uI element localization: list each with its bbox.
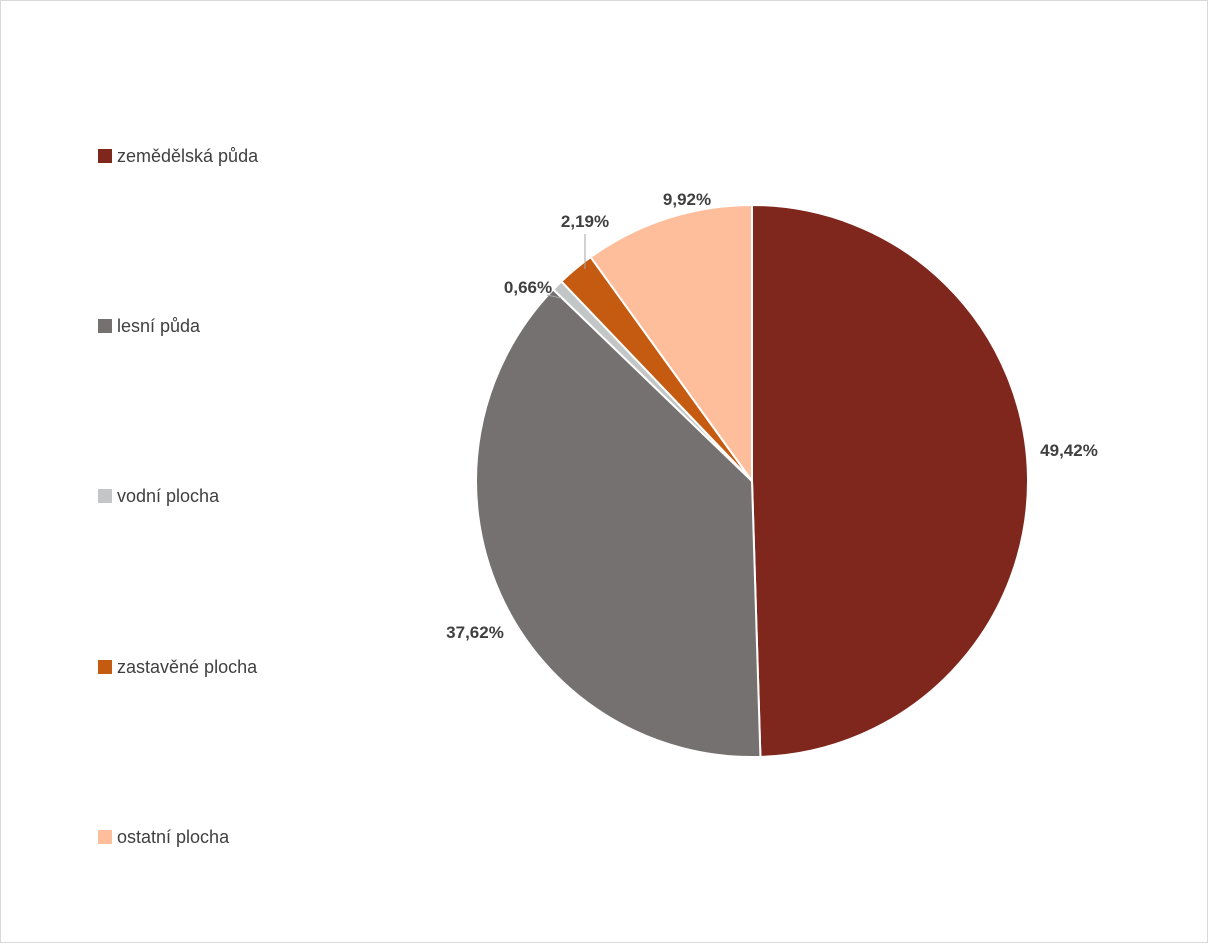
legend-item-zemedelska-puda: zemědělská půda xyxy=(98,146,258,166)
data-label-zastavene-plocha: 2,19% xyxy=(561,212,609,231)
pie-slice-lesni-puda xyxy=(475,288,762,758)
data-labels: 49,42% 37,62% 0,66% 2,19% 9,92% xyxy=(446,190,1098,642)
pie-slice-zemedelska-puda xyxy=(751,204,1029,758)
legend-label: lesní půda xyxy=(117,315,201,336)
legend-label: zastavěné plocha xyxy=(117,656,258,677)
legend-swatch xyxy=(98,830,112,844)
legend-label: ostatní plocha xyxy=(117,826,230,847)
pie-slices xyxy=(475,204,1029,758)
data-label-vodni-plocha: 0,66% xyxy=(504,278,552,297)
leader-lines xyxy=(546,234,586,299)
legend-item-zastavene-plocha: zastavěné plocha xyxy=(98,657,257,677)
legend-label: vodní plocha xyxy=(117,485,220,506)
leader-line-vodni-plocha xyxy=(546,294,562,299)
pie-slice-ostatni-plocha xyxy=(589,204,753,482)
data-label-ostatni-plocha: 9,92% xyxy=(663,190,711,209)
legend-label: zemědělská půda xyxy=(117,145,259,166)
legend-swatch xyxy=(98,660,112,674)
legend-item-lesni-puda: lesní půda xyxy=(98,316,200,336)
legend-item-vodni-plocha: vodní plocha xyxy=(98,486,219,506)
legend-swatch xyxy=(98,149,112,163)
data-label-lesni-puda: 37,62% xyxy=(446,623,504,642)
data-label-zemedelska-puda: 49,42% xyxy=(1040,441,1098,460)
legend-swatch xyxy=(98,319,112,333)
legend-item-ostatni-plocha: ostatní plocha xyxy=(98,827,229,847)
legend-swatch xyxy=(98,489,112,503)
